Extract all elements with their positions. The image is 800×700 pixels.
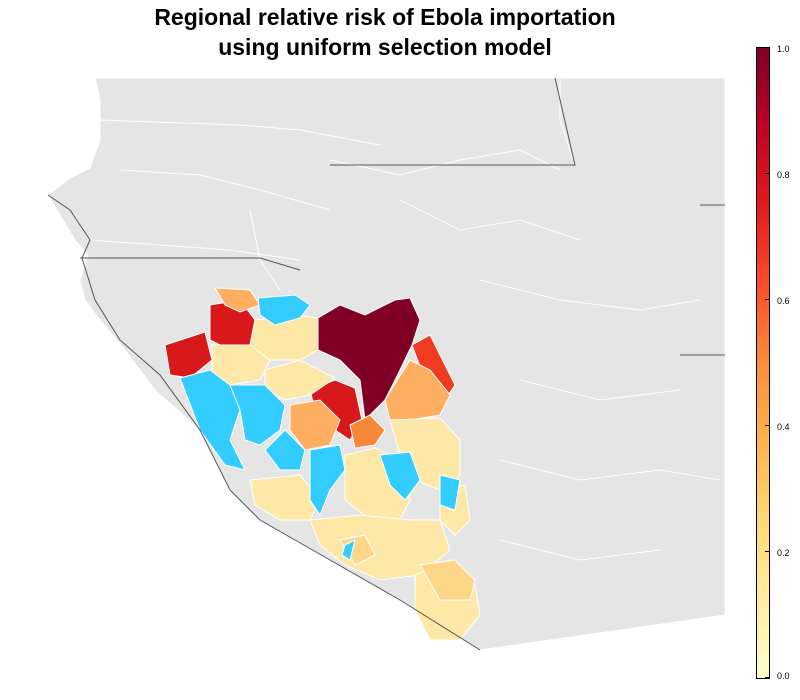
colorbar-tick-label: 0.6: [777, 296, 790, 306]
map-title: Regional relative risk of Ebola importat…: [0, 2, 770, 62]
coastline: [47, 194, 481, 651]
colorbar-tick-mark: [765, 299, 769, 300]
colorbar-tick-mark: [765, 173, 769, 174]
colorbar-tick-label: 1.0: [777, 44, 790, 54]
colorbar-tick-mark: [765, 47, 769, 48]
region-orange-south: [349, 414, 386, 449]
title-line-1: Regional relative risk of Ebola importat…: [154, 4, 616, 30]
colorbar: [756, 47, 770, 679]
region-dark-red-north: [317, 297, 421, 422]
country-borders: [80, 77, 725, 356]
admin-borders: [89, 78, 721, 561]
region-orange-top: [214, 287, 261, 313]
colorbar-tick-label: 0.2: [777, 548, 790, 558]
title-line-2: using uniform selection model: [218, 34, 552, 60]
region-red-coast: [164, 331, 213, 379]
colorbar-tick-mark: [765, 551, 769, 552]
colorbar-tick-label: 0.0: [777, 671, 790, 681]
region-orange-central: [289, 399, 341, 451]
regions-cyan: [179, 294, 461, 561]
regions-low-mid-risk: [339, 534, 476, 601]
colorbar-tick-label: 0.8: [777, 170, 790, 180]
colorbar-tick-mark: [765, 677, 769, 678]
colorbar-tick-label: 0.4: [777, 422, 790, 432]
colorbar-tick-mark: [765, 425, 769, 426]
